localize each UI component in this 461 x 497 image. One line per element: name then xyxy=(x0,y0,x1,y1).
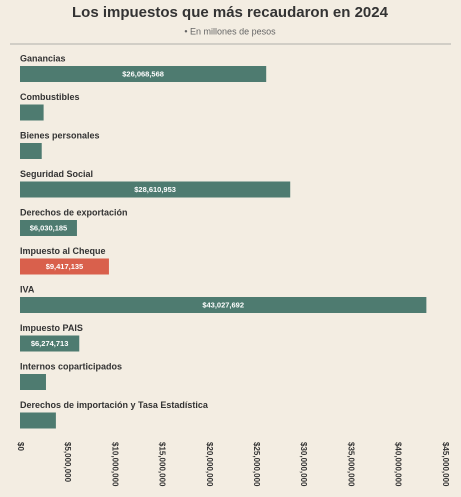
bar xyxy=(20,220,77,236)
bar xyxy=(20,412,56,429)
category-label: Internos coparticipados xyxy=(20,361,122,371)
x-tick-label: $30,000,000 xyxy=(299,442,308,487)
category-label: Bienes personales xyxy=(20,130,100,140)
category-label: Ganancias xyxy=(20,53,66,63)
value-label: $6,274,713 xyxy=(31,339,69,348)
category-label: IVA xyxy=(20,284,35,294)
x-tick-label: $35,000,000 xyxy=(346,442,355,487)
bar xyxy=(20,335,80,352)
bar xyxy=(20,66,267,82)
value-label: $43,027,692 xyxy=(202,300,244,309)
value-label: $6,030,185 xyxy=(30,223,68,232)
x-tick-label: $20,000,000 xyxy=(205,442,214,487)
category-label: Derechos de exportación xyxy=(20,207,128,217)
x-tick-label: $40,000,000 xyxy=(394,442,403,487)
category-label: Combustibles xyxy=(20,92,80,102)
category-label: Impuesto PAIS xyxy=(20,323,83,333)
x-tick-label: $0 xyxy=(16,442,25,451)
value-label: $26,068,568 xyxy=(122,69,164,78)
bar xyxy=(20,143,42,159)
chart-title: Los impuestos que más recaudaron en 2024 xyxy=(72,4,389,21)
x-tick-label: $25,000,000 xyxy=(252,442,261,487)
x-tick-label: $5,000,000 xyxy=(63,442,72,483)
bar xyxy=(20,297,427,313)
bar xyxy=(20,104,44,121)
x-tick-label: $10,000,000 xyxy=(110,442,119,487)
x-tick-label: $45,000,000 xyxy=(441,442,450,487)
bar xyxy=(20,374,46,390)
bar xyxy=(20,258,109,275)
category-label: Impuesto al Cheque xyxy=(20,246,106,256)
bar xyxy=(20,181,291,198)
chart-subtitle: • En millones de pesos xyxy=(184,26,276,36)
value-label: $9,417,135 xyxy=(46,262,84,271)
x-tick-label: $15,000,000 xyxy=(158,442,167,487)
category-label: Seguridad Social xyxy=(20,169,93,179)
value-label: $28,610,953 xyxy=(134,185,176,194)
category-label: Derechos de importación y Tasa Estadísti… xyxy=(20,400,209,410)
